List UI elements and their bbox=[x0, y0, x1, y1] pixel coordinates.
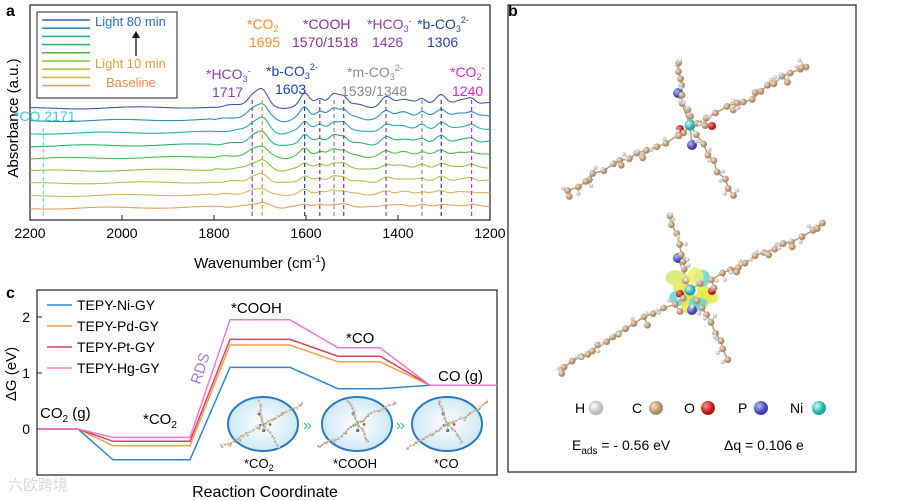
panel-c-xlabel: Reaction Coordinate bbox=[192, 484, 338, 501]
panel-c-frame bbox=[36, 289, 498, 476]
inset-co-caption: *CO bbox=[434, 456, 459, 471]
inset-arrow-2: » bbox=[396, 417, 405, 434]
legend-h-ball bbox=[588, 400, 604, 416]
legend-p-ball bbox=[754, 401, 768, 415]
peak-cooh-line1: *COOH bbox=[303, 16, 350, 32]
legend-lines bbox=[42, 19, 90, 87]
legend-c-label: C bbox=[632, 400, 642, 416]
legend-top-label: Light 80 min bbox=[95, 14, 166, 29]
state-co2g-label: CO2 (g) bbox=[40, 405, 91, 425]
panel-b-frame bbox=[507, 4, 857, 473]
legend-series-label: TEPY-Pt-GY bbox=[77, 339, 156, 355]
panel-a-frame bbox=[29, 4, 491, 221]
x-tick-label: 1200 bbox=[474, 225, 505, 241]
energy-series-line bbox=[40, 344, 497, 447]
spectrum-line bbox=[29, 145, 491, 160]
legend-ni-ball bbox=[812, 401, 826, 415]
state-co-label: *CO bbox=[346, 330, 374, 347]
spectrum-line bbox=[29, 116, 491, 135]
energy-series-line bbox=[40, 319, 497, 439]
legend-p-label: P bbox=[738, 400, 747, 416]
molecule-bottom-charge-density bbox=[556, 212, 826, 377]
peak-co2minus-line1: *CO2- bbox=[450, 63, 484, 82]
energy-series-line bbox=[40, 338, 497, 443]
panel-b-label: b bbox=[508, 3, 518, 20]
legend-series-label: TEPY-Hg-GY bbox=[77, 360, 160, 376]
peak-bco3-1306-line1: *b-CO32- bbox=[417, 15, 469, 34]
energy-series-line bbox=[40, 366, 497, 461]
peak-bco3-1306-line2: 1306 bbox=[427, 34, 458, 50]
panel-a-label: a bbox=[6, 3, 15, 20]
inset-arrow-1: » bbox=[303, 417, 312, 434]
legend-bottom-label: Baseline bbox=[106, 75, 156, 90]
peak-hco3-1426-line2: 1426 bbox=[372, 34, 403, 50]
peak-bco3-1603-line1: *b-CO32- bbox=[266, 62, 318, 81]
state-cooh-label: *COOH bbox=[231, 300, 282, 317]
peak-co2-line1: *CO2 bbox=[247, 16, 278, 34]
molecule-top bbox=[560, 58, 810, 200]
x-tick-label: 2200 bbox=[14, 225, 45, 241]
peak-bco3-1603-line2: 1603 bbox=[275, 81, 306, 97]
spectrum-line bbox=[30, 130, 491, 148]
panel-c-label: c bbox=[6, 285, 15, 302]
spectrum-line bbox=[29, 201, 490, 210]
peak-co2-line2: 1695 bbox=[249, 34, 280, 50]
peak-co2minus-line2: 1240 bbox=[452, 83, 483, 99]
panel-c-legend: TEPY-Ni-GY TEPY-Pd-GY TEPY-Pt-GY TEPY-Hg-GY bbox=[47, 297, 160, 376]
dq-text: Δq = 0.106 e bbox=[724, 437, 804, 453]
state-cog-label: CO (g) bbox=[438, 368, 483, 385]
x-tick-label: 1800 bbox=[198, 225, 229, 241]
watermark-text: 六欧跨境 bbox=[8, 476, 68, 494]
peak-hco3-1426-line1: *HCO3- bbox=[367, 16, 412, 34]
energy-profile-lines bbox=[40, 319, 497, 461]
peak-hco3-1717-line1: *HCO3- bbox=[206, 66, 251, 84]
spectrum-line bbox=[30, 173, 491, 185]
spectra-group bbox=[29, 88, 491, 210]
inset-co2-caption: *CO2 bbox=[244, 456, 274, 473]
y-tick-label: 1 bbox=[22, 365, 30, 381]
panel-a-legend-box bbox=[36, 11, 178, 99]
state-co2ads-label: *CO2 bbox=[143, 411, 177, 431]
legend-arrow-head bbox=[132, 31, 140, 38]
y-tick-label: 0 bbox=[22, 421, 30, 437]
inset-cooh-caption: *COOH bbox=[333, 456, 377, 471]
element-legend: H C O P Ni bbox=[575, 400, 826, 416]
legend-c-ball bbox=[649, 401, 663, 415]
legend-h-label: H bbox=[575, 400, 585, 416]
peak-co-label: *CO 2171 bbox=[14, 108, 76, 124]
legend-o-ball bbox=[701, 401, 715, 415]
peak-mco3-line1: *m-CO32- bbox=[347, 63, 403, 82]
x-tick-label: 1400 bbox=[382, 225, 413, 241]
panel-a-xticks: 2200 2000 1800 1600 1400 1200 bbox=[14, 215, 506, 241]
inset-molecules bbox=[220, 399, 489, 451]
legend-o-label: O bbox=[684, 400, 695, 416]
eads-text: Eads = - 0.56 eV bbox=[572, 437, 671, 457]
panel-c-ylabel: ΔG (eV) bbox=[3, 347, 20, 401]
legend-series-label: TEPY-Pd-GY bbox=[77, 318, 160, 334]
peak-dash-lines bbox=[42, 100, 473, 218]
peak-cooh-line2: 1570/1518 bbox=[292, 34, 358, 50]
peak-mco3-line2: 1539/1348 bbox=[341, 83, 407, 99]
legend-mid-label: Light 10 min bbox=[95, 56, 166, 71]
panel-a-ylabel: Absorbance (a.u.) bbox=[5, 58, 22, 177]
panel-a-xlabel: Wavenumber (cm-1) bbox=[194, 254, 326, 272]
spectrum-line bbox=[30, 88, 491, 110]
inset-structures: » » *CO2 *COOH *CO bbox=[220, 396, 489, 473]
legend-series-label: TEPY-Ni-GY bbox=[77, 297, 156, 313]
y-tick-label: 2 bbox=[22, 309, 30, 325]
x-tick-label: 1600 bbox=[290, 225, 321, 241]
x-tick-label: 2000 bbox=[106, 225, 137, 241]
legend-ni-label: Ni bbox=[790, 400, 803, 416]
spectrum-line bbox=[29, 188, 491, 198]
peak-hco3-1717-line2: 1717 bbox=[212, 84, 243, 100]
spectrum-line bbox=[29, 103, 491, 123]
spectrum-line bbox=[29, 159, 491, 172]
